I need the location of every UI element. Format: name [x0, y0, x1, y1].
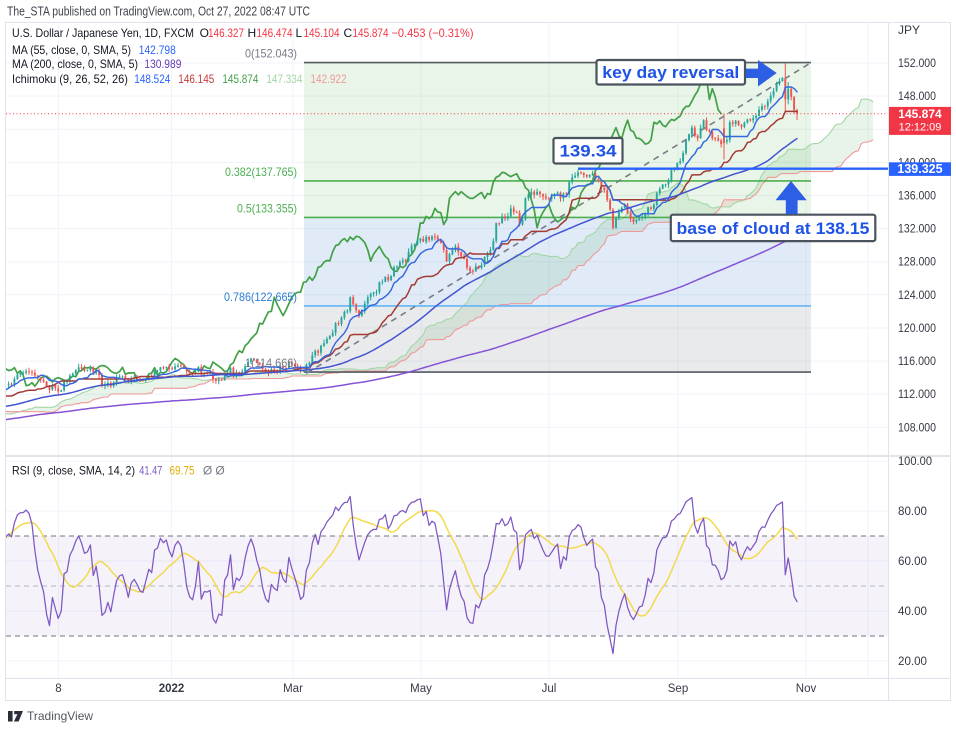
svg-text:The_STA published on TradingVi: The_STA published on TradingView.com, Oc… [7, 5, 310, 19]
svg-text:2022: 2022 [159, 683, 185, 695]
svg-text:0.5(133.355): 0.5(133.355) [237, 201, 297, 215]
svg-text:142.798: 142.798 [139, 43, 176, 57]
svg-text:MA (200, close, 0, SMA, 5): MA (200, close, 0, SMA, 5) [12, 57, 138, 71]
svg-text:0.786(122.665): 0.786(122.665) [224, 290, 297, 304]
svg-text:JPY: JPY [898, 23, 920, 37]
svg-text:41.47: 41.47 [139, 464, 162, 478]
svg-text:147.334: 147.334 [266, 72, 302, 86]
svg-text:145.874: 145.874 [222, 72, 258, 86]
svg-text:MA (55, close, 0, SMA, 5): MA (55, close, 0, SMA, 5) [12, 43, 131, 57]
svg-text:146.145: 146.145 [178, 72, 214, 86]
svg-text:Jul: Jul [542, 683, 557, 695]
svg-text:128.000: 128.000 [898, 255, 936, 269]
svg-text:116.000: 116.000 [898, 354, 936, 368]
svg-text:−0.453 (−0.31%): −0.453 (−0.31%) [392, 26, 474, 40]
svg-text:Mar: Mar [283, 683, 303, 695]
svg-text:8: 8 [55, 683, 61, 695]
svg-text:C: C [344, 26, 353, 40]
svg-text:May: May [410, 683, 432, 695]
svg-text:TradingView: TradingView [27, 709, 93, 723]
svg-text:1(114.666): 1(114.666) [245, 356, 297, 370]
svg-text:Ichimoku (9, 26, 52, 26): Ichimoku (9, 26, 52, 26) [12, 72, 128, 86]
svg-text:0.382(137.765): 0.382(137.765) [225, 165, 297, 179]
svg-text:148.524: 148.524 [134, 72, 170, 86]
svg-text:112.000: 112.000 [898, 387, 936, 401]
svg-text:152.000: 152.000 [898, 56, 936, 70]
svg-text:80.00: 80.00 [898, 504, 927, 518]
svg-text:40.00: 40.00 [898, 604, 927, 618]
svg-text:124.000: 124.000 [898, 288, 936, 302]
svg-text:145.874: 145.874 [353, 26, 389, 40]
svg-text:0(152.043): 0(152.043) [245, 47, 297, 61]
svg-text:Nov: Nov [796, 683, 817, 695]
svg-text:145.104: 145.104 [304, 26, 340, 40]
svg-text:100.00: 100.00 [898, 454, 932, 468]
svg-text:Ø: Ø [203, 464, 212, 478]
svg-text:H: H [248, 26, 257, 40]
svg-text:139.34: 139.34 [560, 143, 618, 161]
svg-text:12:12:09: 12:12:09 [899, 121, 942, 133]
svg-text:L: L [296, 26, 303, 40]
svg-text:132.000: 132.000 [898, 222, 936, 236]
svg-text:key day reversal: key day reversal [602, 63, 739, 82]
svg-text:136.000: 136.000 [898, 189, 936, 203]
svg-text:139.325: 139.325 [897, 162, 942, 176]
svg-text:146.327: 146.327 [208, 26, 244, 40]
svg-text:120.000: 120.000 [898, 321, 936, 335]
svg-text:20.00: 20.00 [898, 654, 927, 668]
svg-text:148.000: 148.000 [898, 89, 936, 103]
svg-text:108.000: 108.000 [898, 420, 936, 434]
svg-text:O: O [200, 26, 209, 40]
svg-text:base of cloud at 138.15: base of cloud at 138.15 [677, 219, 870, 238]
svg-text:146.474: 146.474 [257, 26, 293, 40]
svg-text:142.922: 142.922 [311, 72, 347, 86]
svg-text:Ø: Ø [215, 464, 224, 478]
svg-text:RSI (9, close, SMA, 14, 2): RSI (9, close, SMA, 14, 2) [12, 464, 135, 478]
svg-text:Sep: Sep [668, 683, 688, 695]
svg-text:U.S. Dollar / Japanese Yen, 1D: U.S. Dollar / Japanese Yen, 1D, FXCM [12, 26, 194, 40]
svg-text:60.00: 60.00 [898, 554, 927, 568]
svg-text:69.75: 69.75 [170, 464, 195, 478]
svg-text:145.874: 145.874 [898, 107, 942, 121]
svg-text:130.989: 130.989 [144, 57, 181, 71]
